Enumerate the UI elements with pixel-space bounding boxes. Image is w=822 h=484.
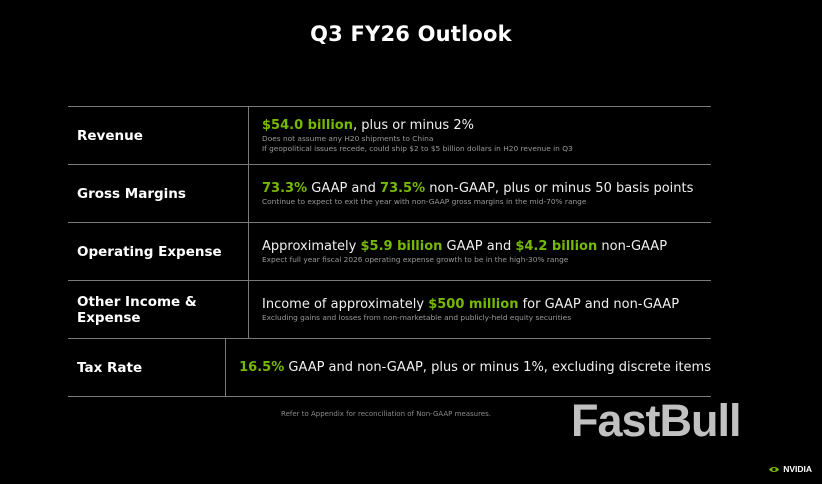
guidance-fragment: GAAP and (442, 239, 516, 254)
highlight-value: $4.2 billion (515, 239, 598, 254)
row-label: Revenue (68, 107, 249, 164)
row-content: $54.0 billion, plus or minus 2% Does not … (249, 107, 711, 164)
guidance-note: If geopolitical issues recede, could shi… (262, 144, 573, 153)
highlight-value: 73.5% (380, 181, 426, 196)
guidance-fragment: GAAP and non-GAAP, plus or minus 1%, exc… (284, 360, 711, 375)
brand-name: NVIDIA (783, 464, 812, 474)
table-row: Gross Margins 73.3% GAAP and 73.5% non-GA… (68, 165, 711, 223)
guidance-note: Expect full year fiscal 2026 operating e… (262, 255, 569, 264)
guidance-text: Approximately $5.9 billion GAAP and $4.2… (262, 238, 711, 255)
footnote: Refer to Appendix for reconciliation of … (281, 410, 491, 418)
row-label: Gross Margins (68, 165, 249, 222)
row-content: Approximately $5.9 billion GAAP and $4.2… (249, 223, 711, 280)
highlight-value: $500 million (428, 297, 519, 312)
highlight-value: $5.9 billion (360, 239, 443, 254)
guidance-text: 73.3% GAAP and 73.5% non-GAAP, plus or m… (262, 180, 711, 197)
guidance-fragment: Income of approximately (262, 297, 429, 312)
page-title: Q3 FY26 Outlook (310, 22, 512, 46)
guidance-text: $54.0 billion, plus or minus 2% (262, 117, 711, 134)
highlight-value: 73.3% (262, 181, 308, 196)
watermark: FastBull (571, 395, 742, 446)
guidance-fragment: for GAAP and non-GAAP (518, 297, 680, 312)
table-row: Operating Expense Approximately $5.9 bill… (68, 223, 711, 281)
highlight-value: 16.5% (239, 360, 285, 375)
table-row: Revenue $54.0 billion, plus or minus 2% Do… (68, 107, 711, 165)
guidance-fragment: non-GAAP, plus or minus 50 basis points (425, 181, 694, 196)
guidance-fragment: Approximately (262, 239, 361, 254)
guidance-text: 16.5% GAAP and non-GAAP, plus or minus 1… (239, 359, 711, 376)
brand-logo: NVIDIA (768, 464, 812, 474)
row-content: Income of approximately $500 million for… (249, 281, 711, 338)
guidance-fragment: non-GAAP (597, 239, 668, 254)
guidance-note: Excluding gains and losses from non-mark… (262, 313, 572, 322)
guidance-note: Continue to expect to exit the year with… (262, 197, 587, 206)
nvidia-eye-icon (768, 465, 780, 474)
guidance-text: Income of approximately $500 million for… (262, 296, 711, 313)
guidance-note: Does not assume any H20 shipments to Chi… (262, 134, 434, 143)
guidance-fragment: GAAP and (307, 181, 381, 196)
row-label: Tax Rate (68, 339, 227, 396)
highlight-value: $54.0 billion (262, 118, 353, 133)
table-row: Tax Rate 16.5% GAAP and non-GAAP, plus or… (68, 339, 711, 397)
row-content: 73.3% GAAP and 73.5% non-GAAP, plus or m… (249, 165, 711, 222)
row-label: Operating Expense (68, 223, 249, 280)
guidance-fragment: , plus or minus 2% (352, 118, 474, 133)
row-content: 16.5% GAAP and non-GAAP, plus or minus 1… (226, 339, 711, 396)
outlook-table: Revenue $54.0 billion, plus or minus 2% Do… (68, 106, 711, 397)
table-row: Other Income & Expense Income of approxim… (68, 281, 711, 339)
row-label: Other Income & Expense (68, 281, 249, 338)
